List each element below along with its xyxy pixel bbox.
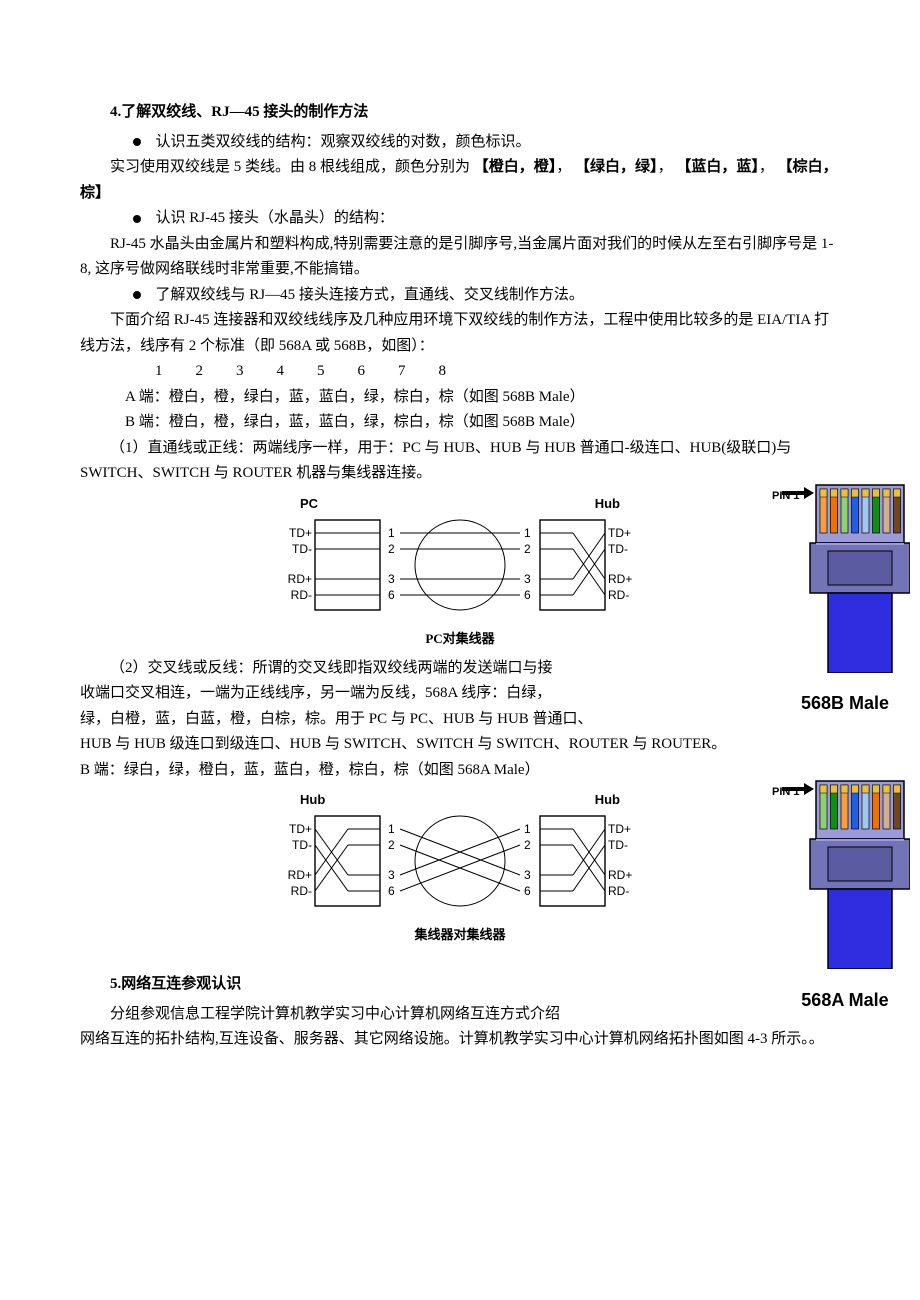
section5-p2: 网络互连的拓扑结构,互连设备、服务器、其它网络设施。计算机教学实习中心计算机网络… — [80, 1027, 840, 1053]
svg-text:RD+: RD+ — [288, 868, 312, 882]
svg-text:TD-: TD- — [608, 542, 628, 556]
svg-text:TD+: TD+ — [289, 822, 312, 836]
section-4-heading: 4.了解双绞线、RJ—45 接头的制作方法 — [80, 100, 840, 126]
svg-text:2: 2 — [524, 838, 531, 852]
pin-5: 5 — [317, 359, 325, 385]
bullet-1-text: 认识五类双绞线的结构：观察双绞线的对数，颜色标识。 — [156, 130, 531, 156]
diagram2-caption: 集线器对集线器 — [280, 924, 640, 946]
pin-number-row: 1 2 3 4 5 6 7 8 — [80, 359, 840, 385]
svg-text:TD-: TD- — [292, 542, 312, 556]
svg-text:RD+: RD+ — [608, 572, 632, 586]
paragraph-wiring-intro: 下面介绍 RJ-45 连接器和双绞线线序及几种应用环境下双绞线的制作方法，工程中… — [80, 308, 840, 359]
diagram1-left-title: PC — [300, 493, 318, 515]
svg-text:6: 6 — [524, 884, 531, 898]
color-group-3: 【蓝白，蓝】 — [676, 159, 759, 175]
svg-text:6: 6 — [524, 588, 531, 602]
bullet-3-text: 了解双绞线与 RJ—45 接头连接方式，直通线、交叉线制作方法。 — [156, 283, 584, 309]
rj45-b-label: 568B Male — [780, 688, 910, 719]
svg-text:RD-: RD- — [291, 884, 312, 898]
diagram1-svg: TD+ TD- RD+ RD- TD+ TD- RD+ RD- 1 2 3 6 — [280, 515, 640, 625]
svg-text:3: 3 — [388, 572, 395, 586]
diagram2-right-title: Hub — [595, 789, 620, 811]
pin-4: 4 — [277, 359, 285, 385]
diagram1-caption: PC对集线器 — [280, 628, 640, 650]
rj45-connector-568b: PIN 1 568B Male — [780, 483, 910, 719]
svg-text:2: 2 — [524, 542, 531, 556]
color-group-1: 【橙白，橙】 — [474, 159, 557, 175]
end-b-line: B 端：橙白，橙，绿白，蓝，蓝白，绿，棕白，棕（如图 568B Male） — [80, 410, 840, 436]
svg-text:TD-: TD- — [608, 838, 628, 852]
pin-6: 6 — [358, 359, 366, 385]
svg-text:6: 6 — [388, 588, 395, 602]
sep2: ， — [658, 159, 673, 175]
cross-desc-4: HUB 与 HUB 级连口到级连口、HUB 与 SWITCH、SWITCH 与 … — [80, 732, 840, 758]
bullet-dot-icon — [133, 291, 141, 299]
bullet-dot-icon — [133, 138, 141, 146]
color-group-2: 【绿白，绿】 — [575, 159, 658, 175]
svg-text:2: 2 — [388, 542, 395, 556]
wiring-diagram-hub-hub: Hub Hub TD+ TD- RD+ RD- TD+ TD- RD+ RD- … — [280, 789, 640, 946]
svg-text:1: 1 — [524, 526, 531, 540]
figure-row-1: PC Hub TD+ TD- RD+ RD- TD+ TD- RD+ RD- 1… — [80, 493, 840, 650]
sep1: ， — [556, 159, 571, 175]
cross-desc-3: 绿，白橙，蓝，白蓝，橙，白棕，棕。用于 PC 与 PC、HUB 与 HUB 普通… — [80, 707, 840, 733]
pin-3: 3 — [236, 359, 244, 385]
rj45-b-svg — [780, 483, 910, 673]
diagram1-right-title: Hub — [595, 493, 620, 515]
section-5-heading: 5.网络互连参观认识 — [80, 972, 840, 998]
svg-text:3: 3 — [524, 868, 531, 882]
svg-text:1: 1 — [388, 526, 395, 540]
cross-desc-2: 收端口交叉相连，一端为正线线序，另一端为反线，568A 线序：白绿， — [80, 681, 840, 707]
svg-text:RD-: RD- — [608, 588, 629, 602]
pin-1: 1 — [155, 359, 163, 385]
p1-prefix: 实习使用双绞线是 5 类线。由 8 根线组成，颜色分别为 — [110, 159, 470, 175]
bullet-1: 认识五类双绞线的结构：观察双绞线的对数，颜色标识。 — [80, 130, 840, 156]
end-a-line: A 端：橙白，橙，绿白，蓝，蓝白，绿，棕白，棕（如图 568B Male） — [80, 385, 840, 411]
svg-text:TD+: TD+ — [608, 526, 631, 540]
rj45-a-label: 568A Male — [780, 985, 910, 1016]
bullet-dot-icon — [133, 215, 141, 223]
bullet-3: 了解双绞线与 RJ—45 接头连接方式，直通线、交叉线制作方法。 — [80, 283, 840, 309]
wiring-diagram-pc-hub: PC Hub TD+ TD- RD+ RD- TD+ TD- RD+ RD- 1… — [280, 493, 640, 650]
cross-desc-1: （2）交叉线或反线：所谓的交叉线即指双绞线两端的发送端口与接 — [80, 656, 840, 682]
svg-text:3: 3 — [388, 868, 395, 882]
svg-text:1: 1 — [524, 822, 531, 836]
sep3: ， — [759, 159, 778, 175]
svg-text:TD-: TD- — [292, 838, 312, 852]
svg-text:RD-: RD- — [608, 884, 629, 898]
svg-text:3: 3 — [524, 572, 531, 586]
straight-through-desc: （1）直通线或正线：两端线序一样，用于：PC 与 HUB、HUB 与 HUB 普… — [80, 436, 840, 487]
pin1-label-a: PIN 1 — [772, 783, 800, 802]
paragraph-rj45-structure: RJ-45 水晶头由金属片和塑料构成,特别需要注意的是引脚序号,当金属片面对我们… — [80, 232, 840, 283]
bullet-2: 认识 RJ-45 接头（水晶头）的结构： — [80, 206, 840, 232]
pin1-label: PIN 1 — [772, 487, 800, 506]
diagram2-left-title: Hub — [300, 789, 325, 811]
pin-2: 2 — [196, 359, 204, 385]
svg-text:TD+: TD+ — [289, 526, 312, 540]
pin-7: 7 — [398, 359, 406, 385]
svg-text:TD+: TD+ — [608, 822, 631, 836]
paragraph-cable-colors: 实习使用双绞线是 5 类线。由 8 根线组成，颜色分别为 【橙白，橙】， 【绿白… — [80, 155, 840, 206]
rj45-a-svg — [780, 779, 910, 969]
rj45-connector-568a: PIN 1 568A Male — [780, 779, 910, 1015]
bullet-2-text: 认识 RJ-45 接头（水晶头）的结构： — [156, 206, 394, 232]
svg-text:1: 1 — [388, 822, 395, 836]
svg-text:RD+: RD+ — [608, 868, 632, 882]
svg-text:6: 6 — [388, 884, 395, 898]
svg-text:2: 2 — [388, 838, 395, 852]
figure-row-2: Hub Hub TD+ TD- RD+ RD- TD+ TD- RD+ RD- … — [80, 789, 840, 946]
pin-8: 8 — [439, 359, 447, 385]
svg-text:RD-: RD- — [291, 588, 312, 602]
section5-p1: 分组参观信息工程学院计算机教学实习中心计算机网络互连方式介绍 — [80, 1002, 840, 1028]
diagram2-svg: TD+ TD- RD+ RD- TD+ TD- RD+ RD- 1 2 3 6 — [280, 811, 640, 921]
end-b2-line: B 端：绿白，绿，橙白，蓝，蓝白，橙，棕白，棕（如图 568A Male） — [80, 758, 840, 784]
svg-text:RD+: RD+ — [288, 572, 312, 586]
